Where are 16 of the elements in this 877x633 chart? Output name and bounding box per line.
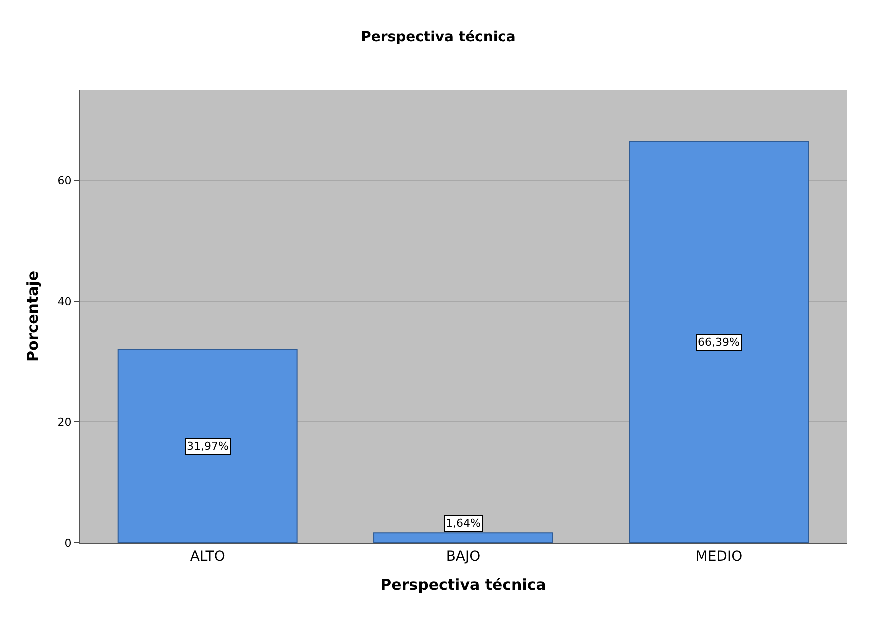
chart-title: Perspectiva técnica — [361, 29, 516, 46]
bar — [118, 349, 298, 543]
y-tick-label: 0 — [64, 536, 72, 550]
data-label: 31,97% — [187, 440, 229, 453]
y-tick-label: 60 — [58, 174, 72, 188]
x-tick-label: BAJO — [446, 548, 481, 565]
y-tick-label: 40 — [58, 295, 72, 308]
bar — [629, 142, 810, 543]
x-tick-label: MEDIO — [696, 548, 743, 565]
data-label: 66,39% — [698, 336, 740, 349]
x-tick-label: ALTO — [190, 548, 226, 565]
y-tick-label: 20 — [58, 416, 72, 430]
bar — [374, 532, 554, 543]
y-axis-title: Porcentaje — [24, 270, 42, 362]
data-label: 1,64% — [446, 517, 481, 530]
x-axis-title: Perspectiva técnica — [380, 576, 546, 594]
